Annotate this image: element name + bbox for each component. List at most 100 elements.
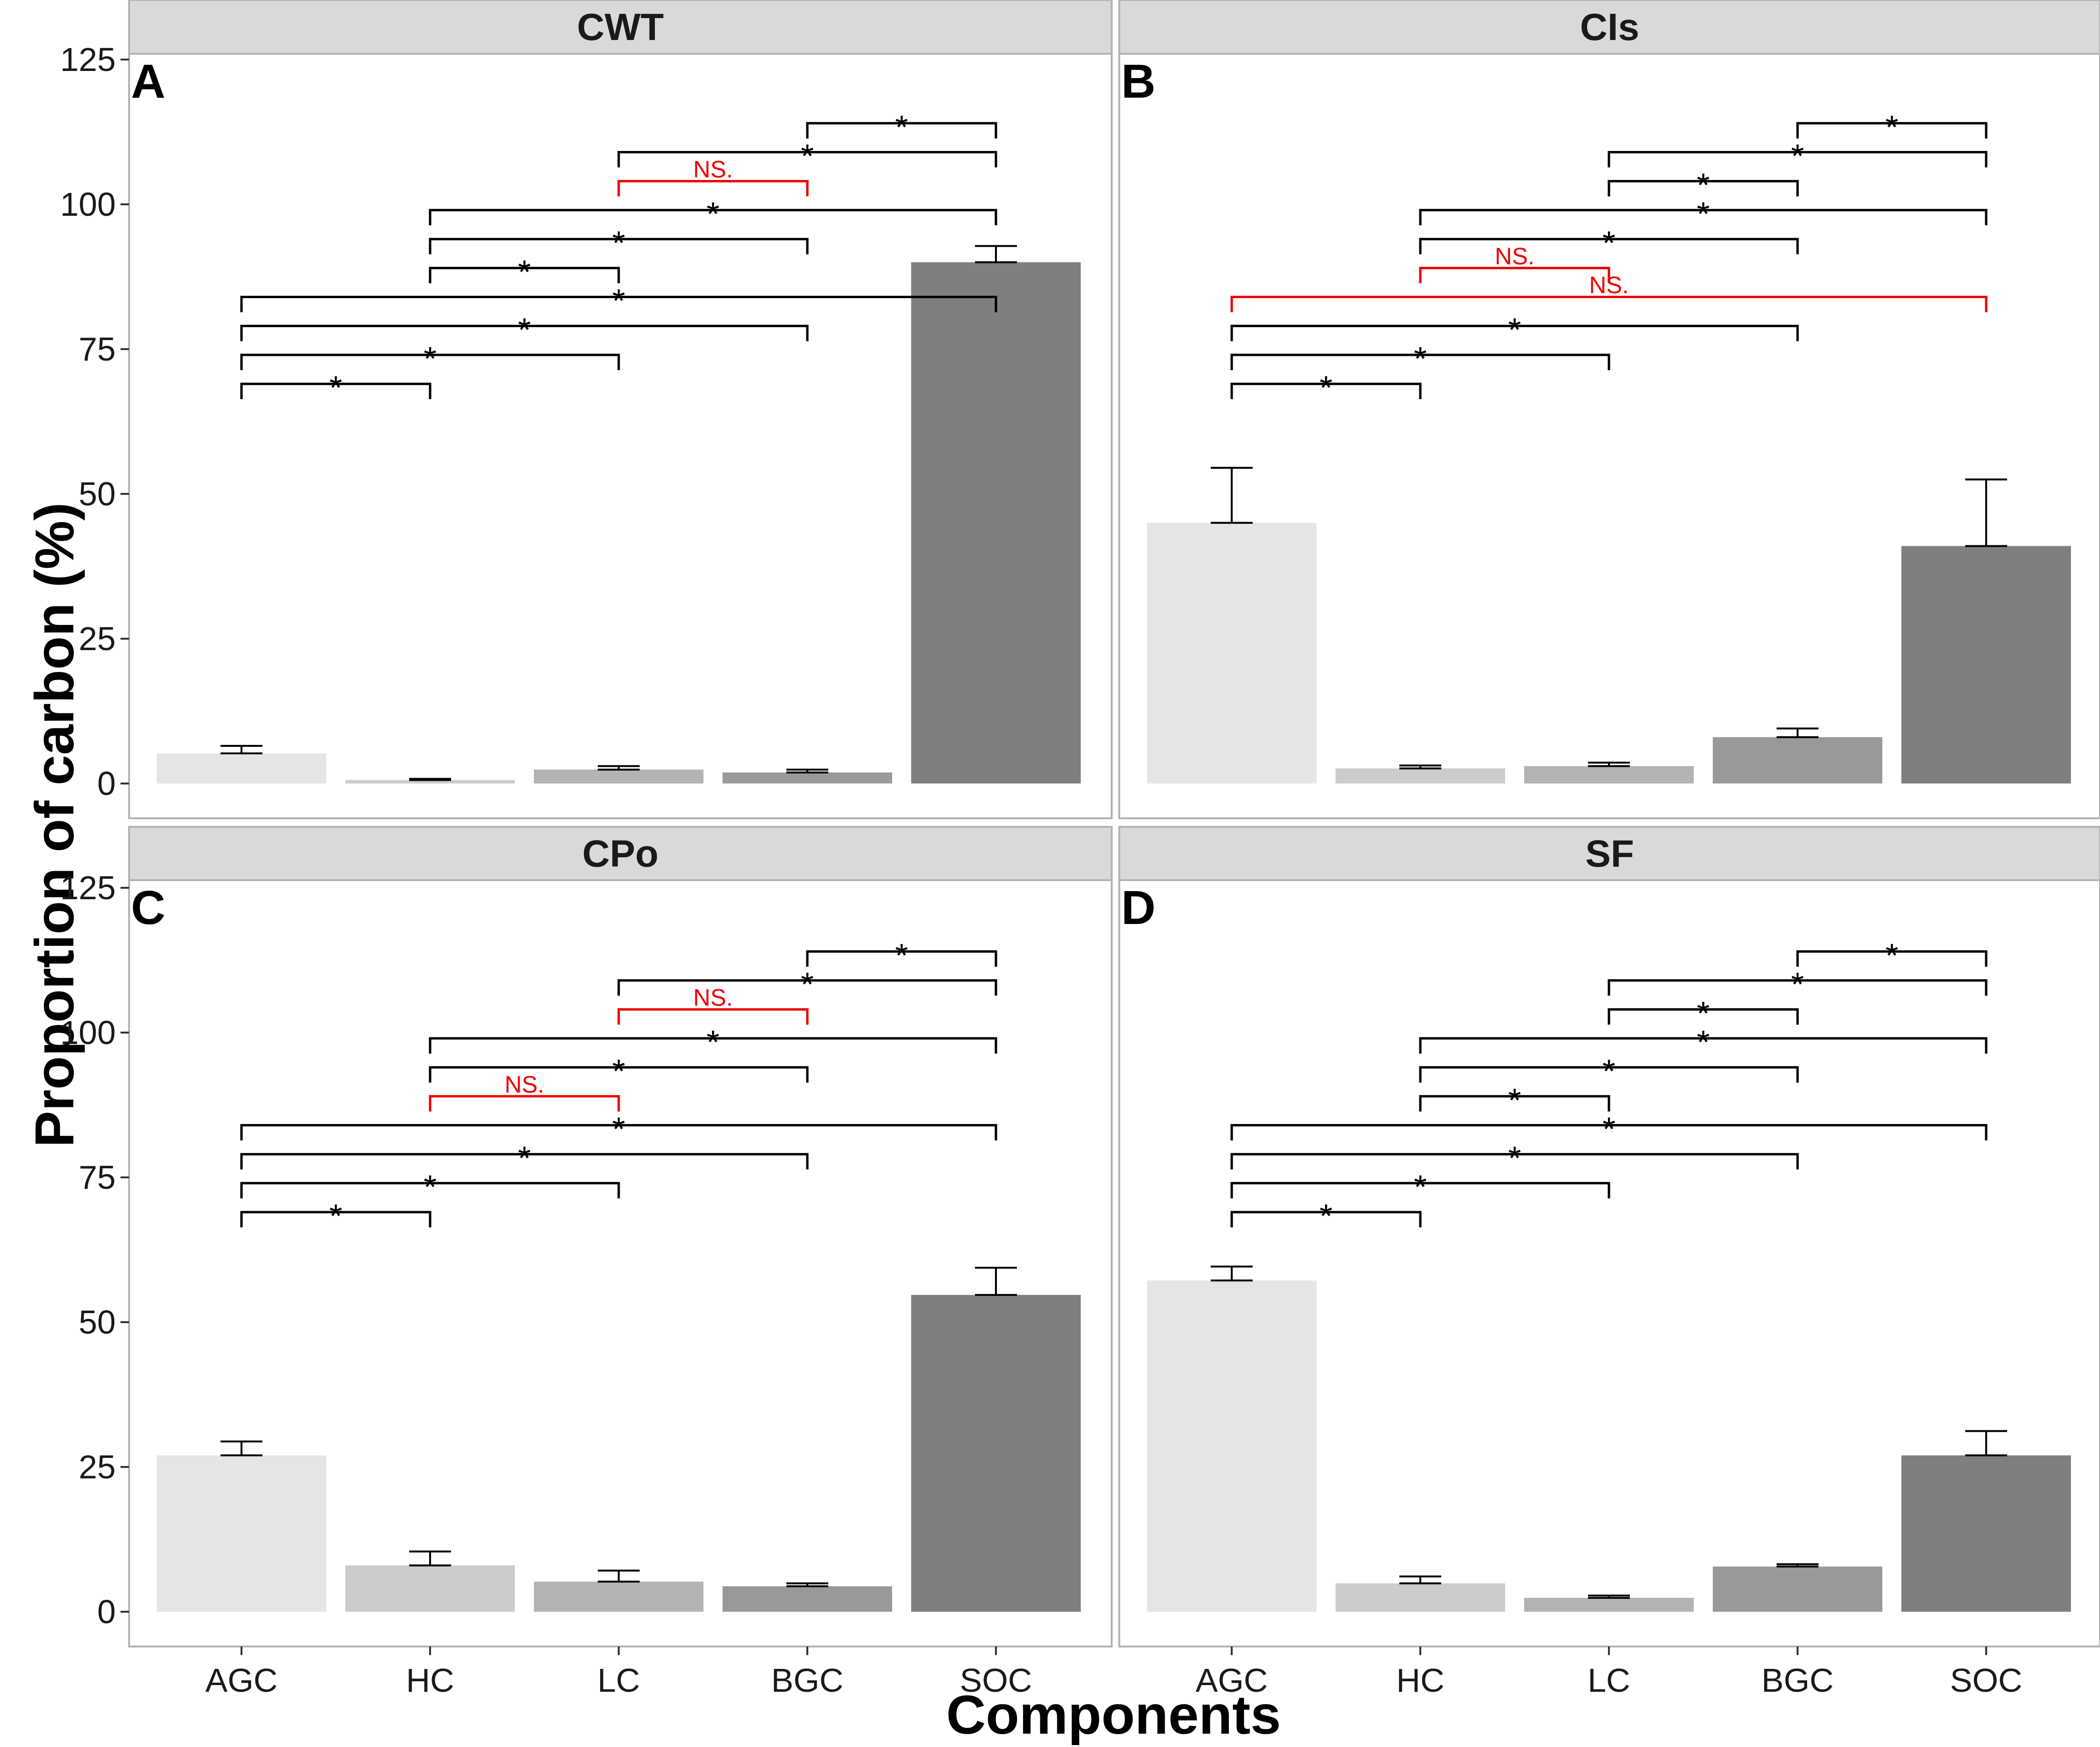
comparison-label: * [612,1053,625,1090]
bar-agc [157,1455,326,1612]
comparison-label: * [801,138,814,175]
comparison-hc-lc: NS. [1419,243,1610,283]
bar-hc [1336,768,1505,783]
comparison-bracket [240,1153,809,1170]
comparison-lc-soc: * [1608,966,1988,1003]
bar-lc [534,769,703,783]
comparison-bracket [240,324,809,341]
y-tick-label: 50 [79,475,116,512]
comparison-bracket [429,267,620,283]
comparison-bracket [1230,324,1799,341]
panel-strip [128,826,1113,881]
comparison-bracket [1796,122,1988,139]
comparison-bracket [1796,950,1988,967]
error-bar-lc [1588,1594,1630,1599]
comparison-bracket [240,1182,620,1199]
x-tick-label: AGC [205,1662,278,1699]
comparison-hc-bgc: * [429,1053,809,1090]
comparison-label: * [518,1139,531,1176]
error-bar-agc [221,1440,262,1456]
comparison-label: * [1791,966,1804,1003]
bar-lc [1524,766,1694,783]
error-bar-lc [598,765,640,771]
y-tick-label: 75 [79,331,116,368]
comparison-label: * [329,1197,342,1235]
y-tick-label: 0 [97,1593,116,1630]
comparison-label: NS. [693,156,733,182]
bar-agc [157,753,326,783]
error-bar-soc [1965,478,2007,547]
error-bar-soc [975,1266,1017,1296]
comparison-bracket [1230,382,1422,399]
comparison-label: * [1602,1111,1615,1148]
comparison-agc-bgc: * [1230,1139,1799,1176]
comparison-label: * [518,311,531,348]
y-tick-label: 125 [60,41,116,78]
comparison-label: * [518,253,531,291]
comparison-agc-bgc: * [1230,311,1799,348]
error-bar-soc [1965,1430,2007,1456]
bar-soc [1901,1455,2071,1612]
bar-lc [534,1581,703,1612]
x-tick-label: HC [406,1662,454,1699]
comparison-hc-bgc: * [429,224,809,261]
panel-C: CPo C 0 25 50 75 100 125 AGC HC LC BGC SOC * * * * NS. * * N… [60,826,1113,1699]
y-tick-label: 100 [60,186,116,223]
comparison-bgc-soc: * [1796,937,1988,974]
comparison-label: * [1508,1082,1521,1119]
comparison-label: * [1319,369,1332,406]
bar-bgc [1713,737,1882,783]
comparison-hc-soc: * [1419,195,1988,232]
error-bar-bgc [1777,727,1819,738]
x-tick-label: BGC [771,1662,844,1699]
y-tick-label: 0 [97,765,116,802]
error-bar-hc [1399,1575,1441,1585]
comparison-bracket [1608,1008,1799,1025]
y-tick-label: 125 [60,869,116,906]
comparison-bracket [1608,151,1988,168]
y-tick-label: 25 [79,620,116,657]
bar-hc [345,780,515,783]
comparison-label: * [1508,1139,1521,1176]
comparison-label: * [423,1168,436,1205]
x-tick-label: LC [1588,1662,1630,1699]
x-tick-label: HC [1396,1662,1444,1699]
y-tick-label: 100 [60,1014,116,1051]
comparison-agc-soc: * [1230,1111,1988,1148]
bar-lc [1524,1597,1694,1612]
comparison-label: * [1697,195,1709,232]
comparison-bracket [429,238,809,254]
comparison-lc-bgc: * [1608,166,1799,203]
comparison-label: * [1319,1197,1332,1235]
comparison-bracket [1608,180,1799,197]
comparison-bracket [1419,238,1799,254]
comparison-bracket [1419,1066,1799,1083]
comparison-bracket [429,1095,620,1112]
comparison-bracket [1419,1037,1988,1054]
comparison-hc-bgc: * [1419,1053,1799,1090]
comparison-label: * [612,224,625,261]
comparison-agc-soc: NS. [1230,272,1988,312]
bar-bgc [1713,1566,1882,1612]
comparison-hc-lc: * [1419,1082,1610,1119]
comparison-bracket [429,1037,997,1054]
comparison-hc-soc: * [1419,1024,1988,1061]
comparison-bracket [1230,296,1988,312]
comparison-bracket [240,1211,432,1227]
comparison-agc-lc: * [240,1168,620,1205]
comparison-bracket [617,1008,809,1025]
y-tick-label: 75 [79,1159,116,1196]
comparison-agc-soc: * [240,1111,997,1148]
comparison-agc-bgc: * [240,1139,809,1176]
comparison-lc-bgc: NS. [617,984,809,1025]
comparison-hc-lc: * [429,253,620,291]
comparison-label: * [1885,937,1898,974]
comparison-label: NS. [693,984,733,1011]
comparison-bracket [617,979,997,996]
comparison-bracket [1419,267,1610,283]
panel-letter: C [131,881,165,934]
comparison-bracket [806,950,997,967]
panel-letter: B [1121,55,1156,108]
